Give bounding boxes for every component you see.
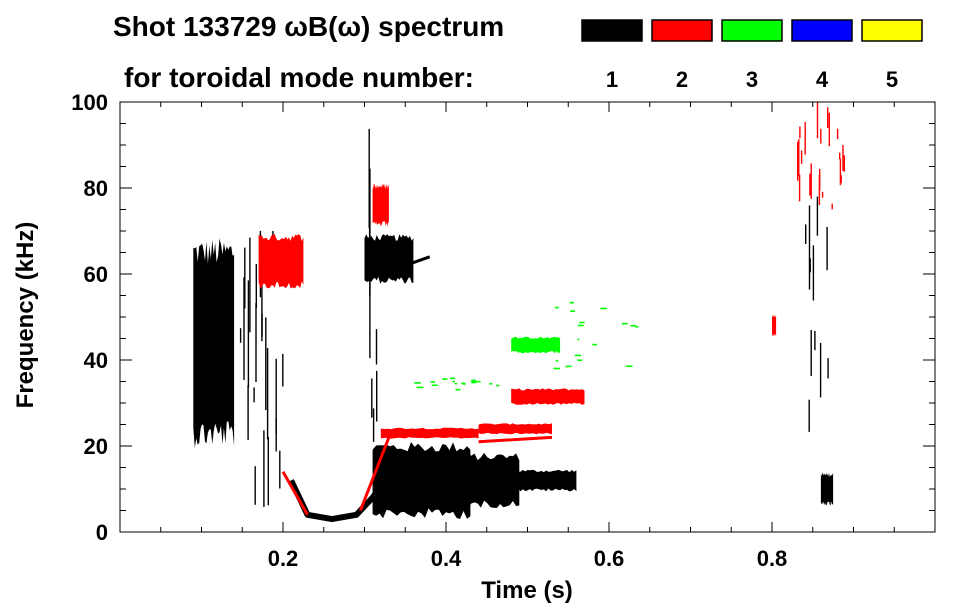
mode-2-feature-blob <box>772 314 777 337</box>
y-tick-label: 80 <box>84 176 108 201</box>
legend: 1 2 3 4 5 <box>581 19 923 92</box>
spectrum-line <box>404 255 431 267</box>
legend-label-mode-4: 4 <box>816 67 829 92</box>
y-tick-label: 20 <box>84 434 108 459</box>
mode-1-feature-blob <box>820 472 834 506</box>
spectrum-region <box>193 238 235 448</box>
x-tick-label: 0.8 <box>757 546 788 571</box>
mode-2-feature-line <box>281 471 309 516</box>
x-axis-label: Time (s) <box>481 577 573 604</box>
y-tick-label: 60 <box>84 262 108 287</box>
spectrum-region <box>511 336 561 354</box>
legend-swatch-mode-3 <box>721 19 783 42</box>
legend-label-mode-2: 2 <box>676 67 688 92</box>
mode-3-feature-dashes <box>553 301 639 370</box>
spectrum-region <box>372 183 389 227</box>
mode-1-feature-blob <box>364 234 414 284</box>
mode-2-feature-line <box>478 435 553 444</box>
spectrum-region <box>429 452 520 508</box>
axes: 0.2 0.4 0.6 0.8 0 20 40 60 80 100 <box>71 90 936 571</box>
mode-2-feature-blob <box>258 233 304 289</box>
spectrum-region <box>364 234 414 284</box>
mode-1-feature-blob <box>193 238 235 448</box>
legend-swatch-mode-4 <box>791 19 853 42</box>
spectrum-region <box>772 314 777 337</box>
mode-2-feature-band <box>511 388 585 405</box>
y-tick-label: 100 <box>71 90 108 115</box>
mode-2-feature-band <box>478 423 552 435</box>
legend-label-mode-3: 3 <box>746 67 758 92</box>
legend-label-mode-5: 5 <box>886 67 898 92</box>
mode-2-feature-line <box>359 436 391 512</box>
mode-1-feature-streaks <box>805 196 829 432</box>
mode-1-feature-band <box>511 469 577 492</box>
legend-swatch-mode-1 <box>581 19 643 42</box>
spectrum-region <box>380 427 479 439</box>
mode-2-feature-band <box>380 427 479 439</box>
y-tick-label: 40 <box>84 348 108 373</box>
chart-title-line2: for toroidal mode number: <box>124 62 474 93</box>
spectrum-region <box>511 469 577 492</box>
plot-frame <box>119 101 936 533</box>
mode-2-feature-blob <box>372 183 389 227</box>
mode-3-feature-band <box>511 336 561 354</box>
x-tick-label: 0.2 <box>268 546 299 571</box>
spectrum-region <box>511 388 585 405</box>
mode-1-feature-line <box>404 255 431 267</box>
legend-swatch-mode-5 <box>861 19 923 42</box>
spectrum-region <box>478 423 552 435</box>
mode-1-feature-streaks <box>368 128 378 442</box>
mode-3-feature-dashes <box>414 377 500 391</box>
legend-label-mode-1: 1 <box>606 67 618 92</box>
spectrum-region <box>258 233 304 289</box>
legend-swatch-mode-2 <box>651 19 713 42</box>
spectrum-line <box>478 435 553 444</box>
x-tick-label: 0.6 <box>594 546 625 571</box>
x-tick-label: 0.4 <box>431 546 462 571</box>
mode-2-feature-streaks <box>797 102 845 210</box>
mode-1-feature-band <box>429 452 520 508</box>
spectrum-region <box>820 472 834 506</box>
y-axis-label: Frequency (kHz) <box>12 222 39 409</box>
chart-title-line1: Shot 133729 ωB(ω) spectrum <box>113 11 504 42</box>
spectrum-line <box>281 471 309 516</box>
y-tick-label: 0 <box>96 520 108 545</box>
spectrum-marks <box>193 102 845 523</box>
spectrum-line <box>359 436 391 512</box>
